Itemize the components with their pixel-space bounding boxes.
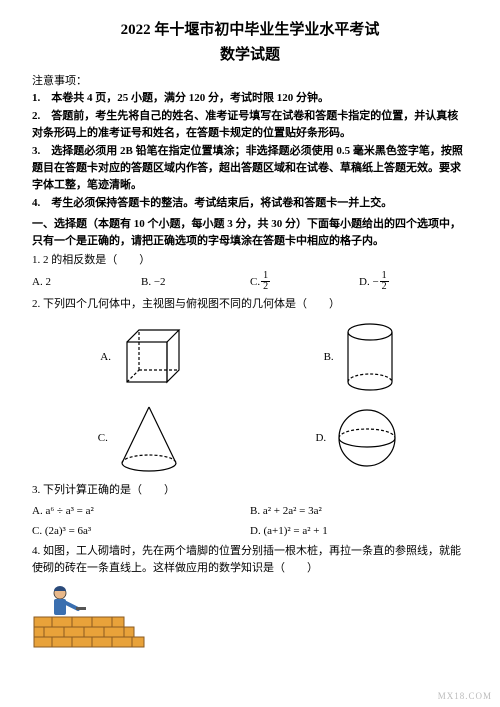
sphere-icon [332,403,402,473]
q2-stem: 2. 下列四个几何体中，主视图与俯视图不同的几何体是（ ） [32,296,468,313]
q2-shapes-row-2: C. D. [32,401,468,476]
notice-item: 2. 答题前，考生先将自己的姓名、准考证号填写在试卷和答题卡指定的位置，并认真核… [32,108,468,142]
q2-shape-c: C. [98,401,184,476]
q3-opt-d: D. (a+1)² = a² + 1 [250,523,468,539]
notice-item: 1. 本卷共 4 页，25 小题，满分 120 分，考试时限 120 分钟。 [32,90,468,107]
q2-shape-d: D. [315,403,402,473]
q1-opt-d-label: D. − [359,276,379,288]
q2-label-c: C. [98,432,108,444]
q2-label-a: A. [100,351,111,363]
watermark: MX18.COM [438,691,492,701]
q3-opt-b: B. a² + 2a² = 3a² [250,503,468,519]
exam-title-line2: 数学试题 [32,43,468,64]
q2-label-b: B. [324,351,334,363]
fraction: 1 2 [261,271,270,292]
q2-shape-a: A. [100,322,187,392]
q2-shapes-row-1: A. B. [32,320,468,395]
exam-title-line1: 2022 年十堰市初中毕业生学业水平考试 [32,18,468,39]
cylinder-icon [340,320,400,395]
q1-opt-a: A. 2 [32,271,141,292]
q1-opt-c-label: C. [250,276,260,288]
notice-heading: 注意事项： [32,72,468,88]
q2-label-d: D. [315,432,326,444]
fraction: 1 2 [380,271,389,292]
q3-opt-c: C. (2a)³ = 6a³ [32,523,250,539]
notice-item: 4. 考生必须保持答题卡的整洁。考试结束后，将试卷和答题卡一并上交。 [32,195,468,212]
bricklayer-figure [32,579,152,649]
q3-options: A. a⁶ ÷ a³ = a² B. a² + 2a² = 3a² C. (2a… [32,501,468,541]
q2-shape-b: B. [324,320,400,395]
q3-opt-a: A. a⁶ ÷ a³ = a² [32,503,250,519]
q3-stem: 3. 下列计算正确的是（ ） [32,482,468,499]
notice-item: 3. 选择题必须用 2B 铅笔在指定位置填涂；非选择题必须使用 0.5 毫米黑色… [32,143,468,194]
q1-opt-b: B. −2 [141,271,250,292]
cone-icon [114,401,184,476]
q1-opt-d: D. − 1 2 [359,271,468,292]
q1-options: A. 2 B. −2 C. 1 2 D. − 1 2 [32,271,468,292]
section-1-heading: 一、选择题（本题有 10 个小题，每小题 3 分，共 30 分）下面每小题给出的… [32,216,468,250]
q1-opt-c: C. 1 2 [250,271,359,292]
cube-icon [117,322,187,392]
q4-stem: 4. 如图，工人砌墙时，先在两个墙脚的位置分别插一根木桩，再拉一条直的参照线，就… [32,543,468,577]
q1-stem: 1. 2 的相反数是（ ） [32,252,468,269]
